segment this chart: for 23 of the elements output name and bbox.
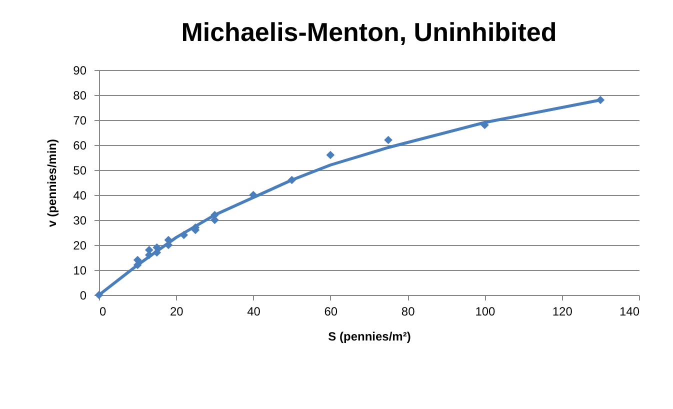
x-tick-label: 140 <box>619 304 640 318</box>
x-axis-title: S (pennies/m²) <box>328 330 411 344</box>
y-tick-label: 10 <box>73 264 87 278</box>
x-tick-label: 100 <box>475 304 496 318</box>
y-tick-label: 80 <box>73 88 87 102</box>
y-tick-label: 30 <box>73 214 87 228</box>
y-tick-label: 20 <box>73 238 87 252</box>
y-tick-label: 40 <box>73 188 87 202</box>
y-tick-label: 50 <box>73 164 87 178</box>
x-tick-label: 20 <box>170 304 184 318</box>
point <box>384 136 392 144</box>
y-tick-label: 70 <box>73 114 87 128</box>
chart-title: Michaelis-Menton, Uninhibited <box>181 17 557 47</box>
x-tick-label: 0 <box>100 304 106 318</box>
point <box>326 150 335 160</box>
y-tick-label: 60 <box>73 138 87 152</box>
x-tick-label: 60 <box>324 304 338 318</box>
y-tick-label: 90 <box>73 64 87 78</box>
y-axis-title: v (pennies/min) <box>45 138 60 228</box>
x-tick-label: 40 <box>247 304 261 318</box>
y-tick-label: 0 <box>80 288 87 302</box>
x-tick-label: 120 <box>552 304 573 318</box>
x-tick-label: 80 <box>401 304 416 318</box>
